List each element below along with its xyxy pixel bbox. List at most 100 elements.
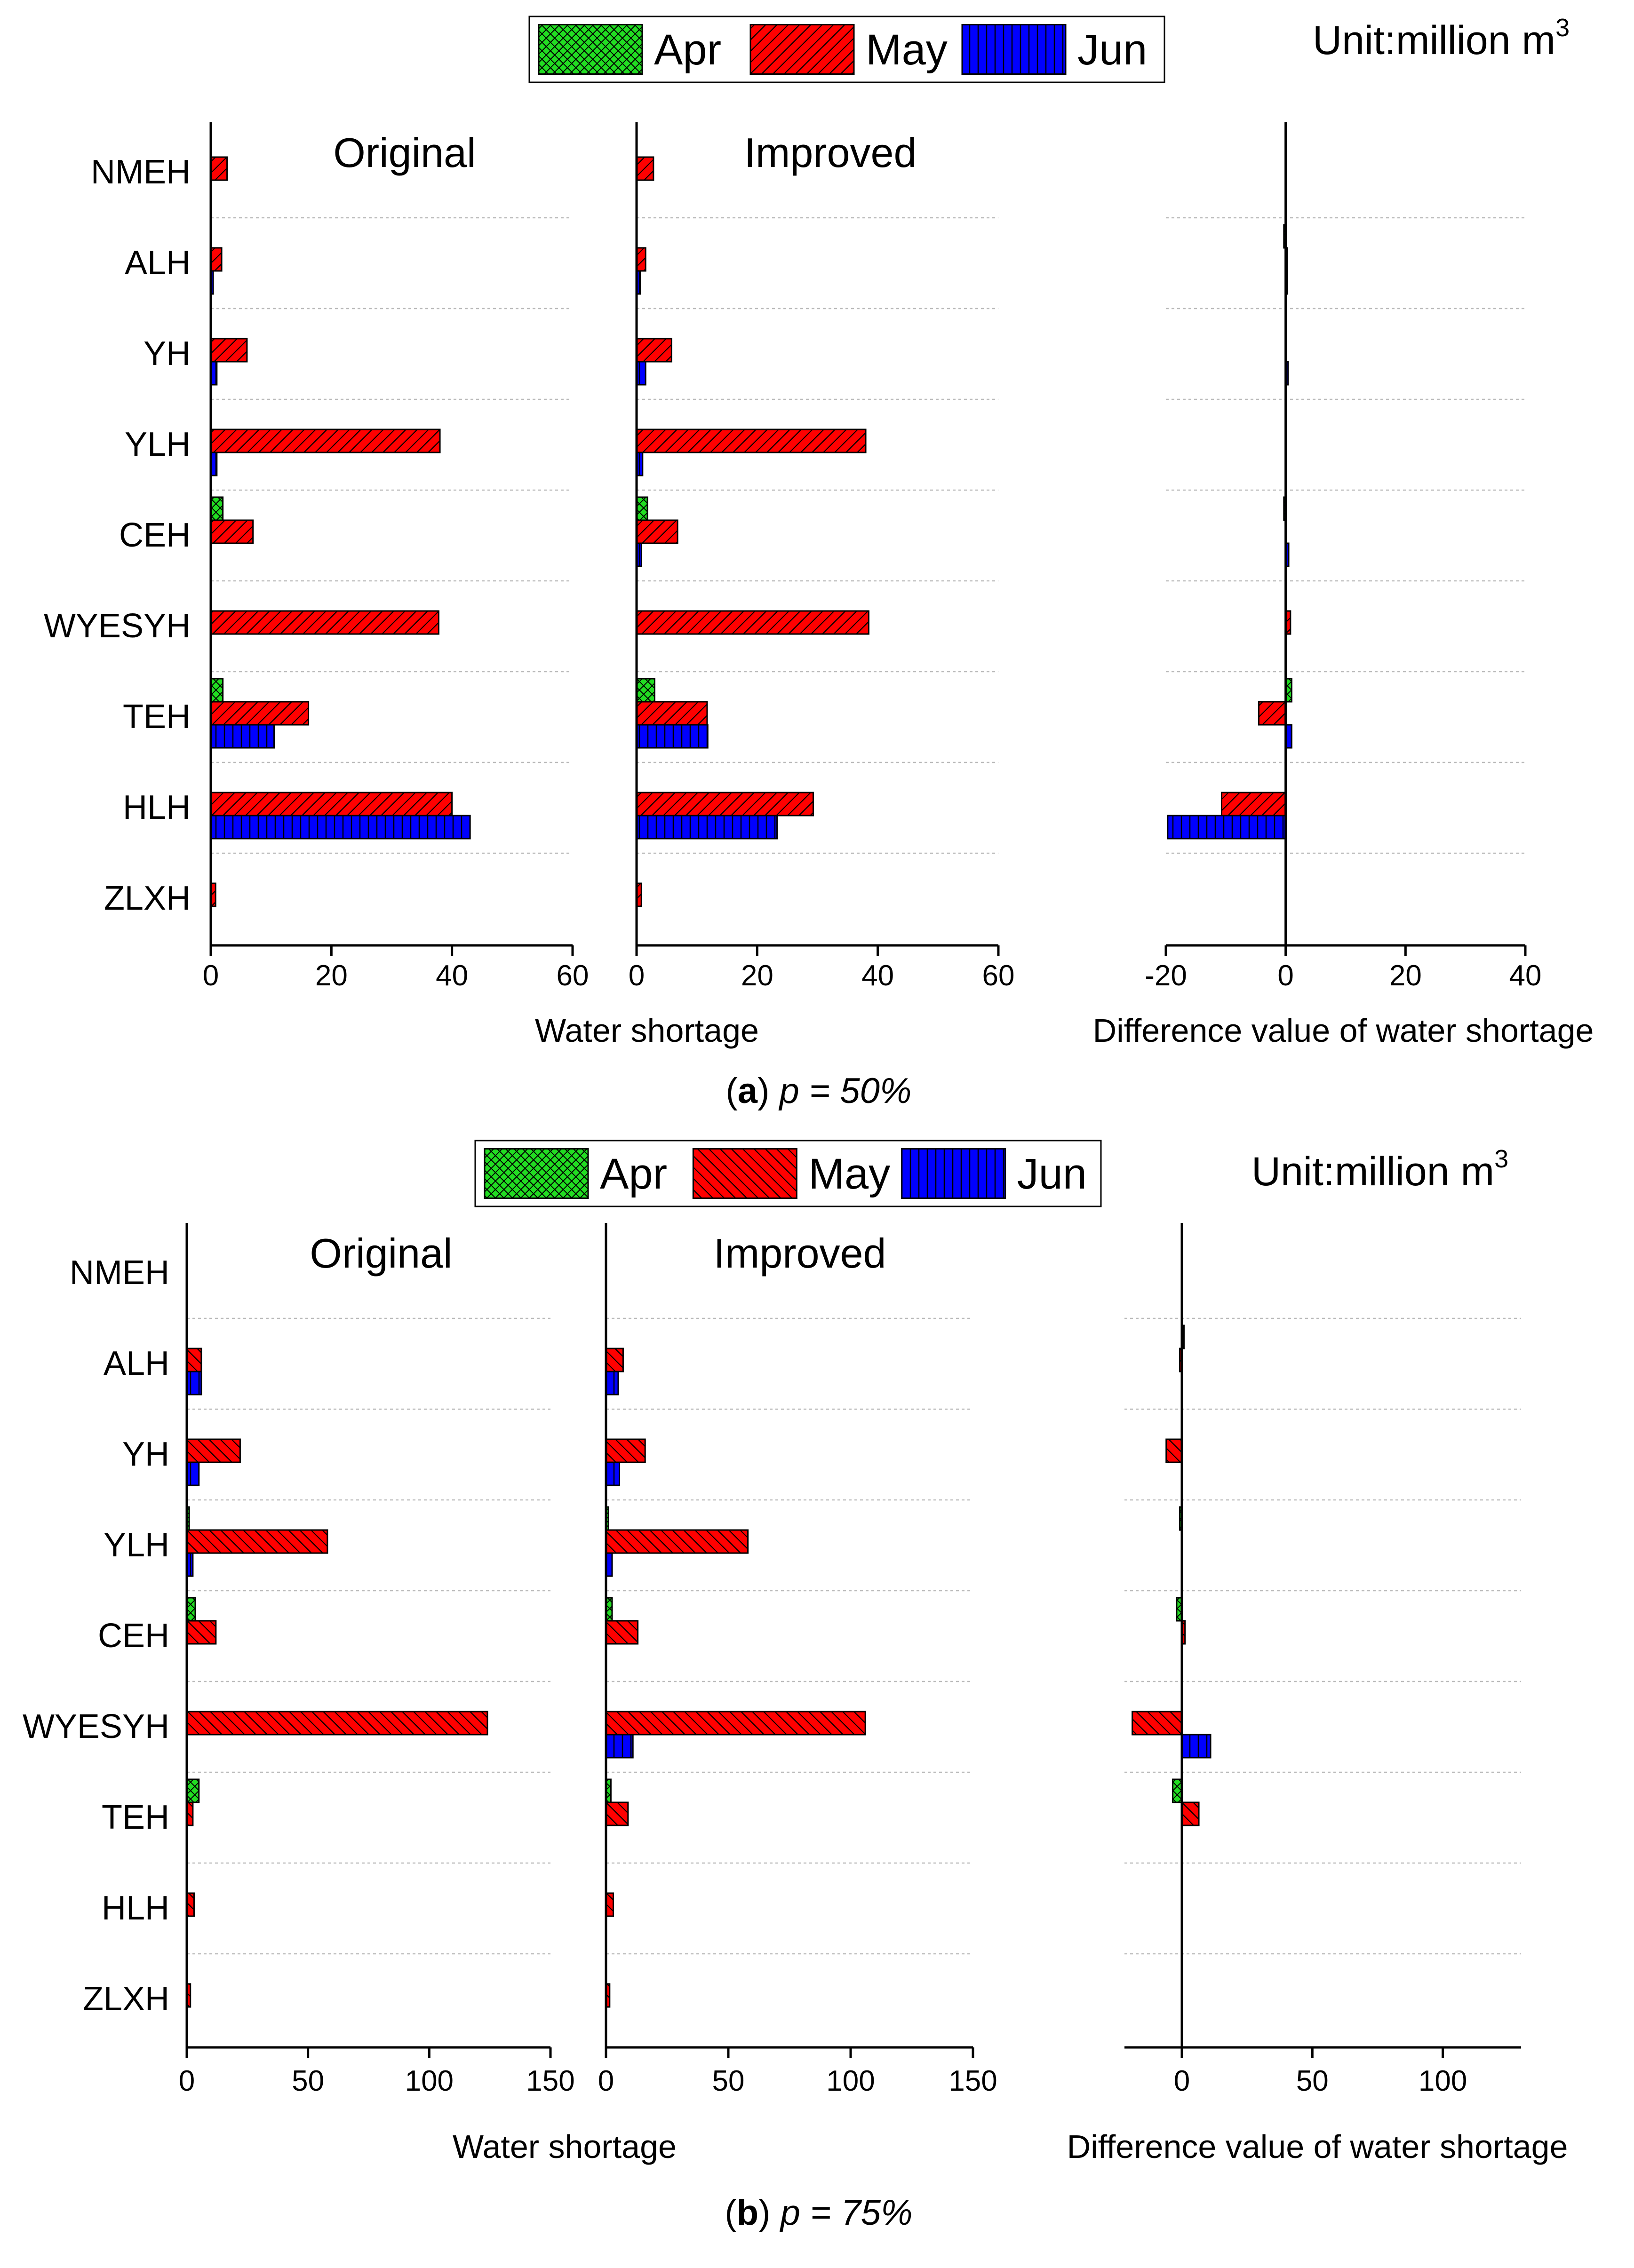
x-tick-label: 0 <box>629 960 645 992</box>
bar-original-hlh-may <box>210 792 453 817</box>
bar-improved-alh-may <box>636 247 646 272</box>
diff-x-axis-label: Difference value of water shortage <box>1067 2128 1568 2165</box>
x-tick-label: 0 <box>598 2065 614 2097</box>
bar-difference-wyesyh-may <box>1132 1711 1183 1736</box>
bar-difference-teh-may <box>1181 1801 1200 1826</box>
category-label-alh: ALH <box>104 1345 169 1382</box>
unit-label: Unit:million m3 <box>1251 1145 1508 1194</box>
bar-original-wyesyh-may <box>210 610 439 635</box>
bar-original-alh-jun <box>186 1371 202 1396</box>
bar-improved-teh-may <box>605 1801 629 1826</box>
legend-swatch-may <box>749 24 855 75</box>
legend-label-jun: Jun <box>1077 26 1147 74</box>
x-tick-label: 60 <box>557 960 589 992</box>
bar-improved-wyesyh-may <box>636 610 869 635</box>
bar-improved-ceh-apr <box>636 496 648 521</box>
legend-swatch-apr <box>538 24 643 75</box>
category-label-ceh: CEH <box>119 516 191 554</box>
bar-original-teh-apr <box>210 678 224 703</box>
x-tick-label: 50 <box>712 2065 745 2097</box>
x-tick-label: 40 <box>1509 960 1542 992</box>
category-label-hlh: HLH <box>102 1889 169 1927</box>
x-tick-label: 100 <box>1419 2065 1467 2097</box>
category-label-ylh: YLH <box>125 426 191 463</box>
bar-original-yh-may <box>210 338 248 363</box>
category-label-zlxh: ZLXH <box>83 1980 169 2018</box>
category-label-yh: YH <box>143 335 191 373</box>
legend-swatch-jun <box>961 24 1067 75</box>
panel-title-original: Original <box>333 129 476 176</box>
category-label-yh: YH <box>122 1435 169 1473</box>
bar-improved-ceh-may <box>605 1620 639 1645</box>
x-tick-label: 60 <box>982 960 1015 992</box>
legend-label-may: May <box>866 26 948 74</box>
bar-difference-wyesyh-jun <box>1181 1734 1212 1759</box>
panel-improved: 0 20 40 60 Improved <box>629 122 1015 992</box>
bar-original-ylh-may <box>210 428 441 453</box>
x-tick-label: 0 <box>203 960 219 992</box>
legend-label-may: May <box>808 1150 890 1198</box>
x-tick-label: 40 <box>436 960 468 992</box>
bar-original-ylh-may <box>186 1529 328 1554</box>
bar-improved-wyesyh-may <box>605 1711 866 1736</box>
panel-original: 0 50 100 150 Original <box>179 1223 575 2097</box>
category-label-alh: ALH <box>125 244 191 282</box>
category-label-teh: TEH <box>123 698 191 736</box>
category-label-zlxh: ZLXH <box>104 880 191 917</box>
x-tick-label: 20 <box>741 960 773 992</box>
bar-original-yh-jun <box>186 1461 200 1486</box>
bar-difference-hlh-may <box>1220 792 1287 817</box>
panel-original: 0 20 40 60 Original <box>203 122 589 992</box>
x-tick-label: 100 <box>826 2065 875 2097</box>
bar-improved-teh-apr <box>636 678 655 703</box>
category-label-wyesyh: WYESYH <box>23 1708 169 1745</box>
bar-original-hlh-jun <box>210 815 471 840</box>
x-tick-label: 100 <box>405 2065 454 2097</box>
panel-title-original: Original <box>310 1230 452 1277</box>
bar-improved-ylh-may <box>636 428 867 453</box>
legend-swatch-jun <box>901 1148 1006 1199</box>
bar-original-ceh-may <box>186 1620 217 1645</box>
x-tick-label: 50 <box>292 2065 324 2097</box>
bar-improved-nmeh-may <box>636 156 654 181</box>
panel-difference: -20 0 20 40 <box>1145 122 1541 992</box>
x-tick-label: 50 <box>1296 2065 1329 2097</box>
x-axis-label: Water shortage <box>535 1012 759 1049</box>
bar-improved-teh-jun <box>636 724 709 749</box>
panel-improved: 0 50 100 150 Improved <box>598 1223 997 2097</box>
bar-original-ceh-apr <box>210 496 224 521</box>
figure-b: Apr May Jun Unit:million m3 NMEH ALH YH YLH CEH W… <box>23 1140 1568 2233</box>
category-label-wyesyh: WYESYH <box>44 607 191 645</box>
x-tick-label: 20 <box>1389 960 1422 992</box>
bar-difference-teh-apr <box>1172 1778 1183 1803</box>
bar-difference-yh-may <box>1165 1438 1183 1463</box>
panel-title-improved: Improved <box>714 1230 886 1277</box>
category-label-ylh: YLH <box>104 1526 169 1564</box>
x-tick-label: 20 <box>315 960 348 992</box>
bar-improved-yh-jun <box>605 1461 621 1486</box>
bar-improved-ylh-may <box>605 1529 749 1554</box>
panel-title-improved: Improved <box>744 129 917 176</box>
x-tick-label: 0 <box>1174 2065 1190 2097</box>
legend-label-apr: Apr <box>600 1150 667 1198</box>
category-label-nmeh: NMEH <box>91 153 191 191</box>
category-label-nmeh: NMEH <box>70 1254 169 1292</box>
x-tick-label: 0 <box>1277 960 1293 992</box>
bar-original-teh-may <box>210 701 310 726</box>
legend-swatch-may <box>692 1148 797 1199</box>
legend-label-apr: Apr <box>654 26 721 74</box>
bar-original-yh-may <box>186 1438 241 1463</box>
x-tick-label: 150 <box>526 2065 574 2097</box>
bar-improved-yh-may <box>605 1438 646 1463</box>
bar-improved-hlh-may <box>636 792 814 817</box>
category-label-ceh: CEH <box>98 1617 169 1655</box>
panel-difference: 0 50 100 <box>1124 1223 1521 2097</box>
legend-label-jun: Jun <box>1017 1150 1087 1198</box>
category-label-hlh: HLH <box>123 789 191 826</box>
bar-original-alh-may <box>186 1348 202 1372</box>
category-label-teh: TEH <box>102 1799 169 1836</box>
x-tick-label: 0 <box>179 2065 195 2097</box>
caption: (a) p = 50% <box>725 1071 911 1111</box>
caption: (b) p = 75% <box>725 2193 912 2233</box>
